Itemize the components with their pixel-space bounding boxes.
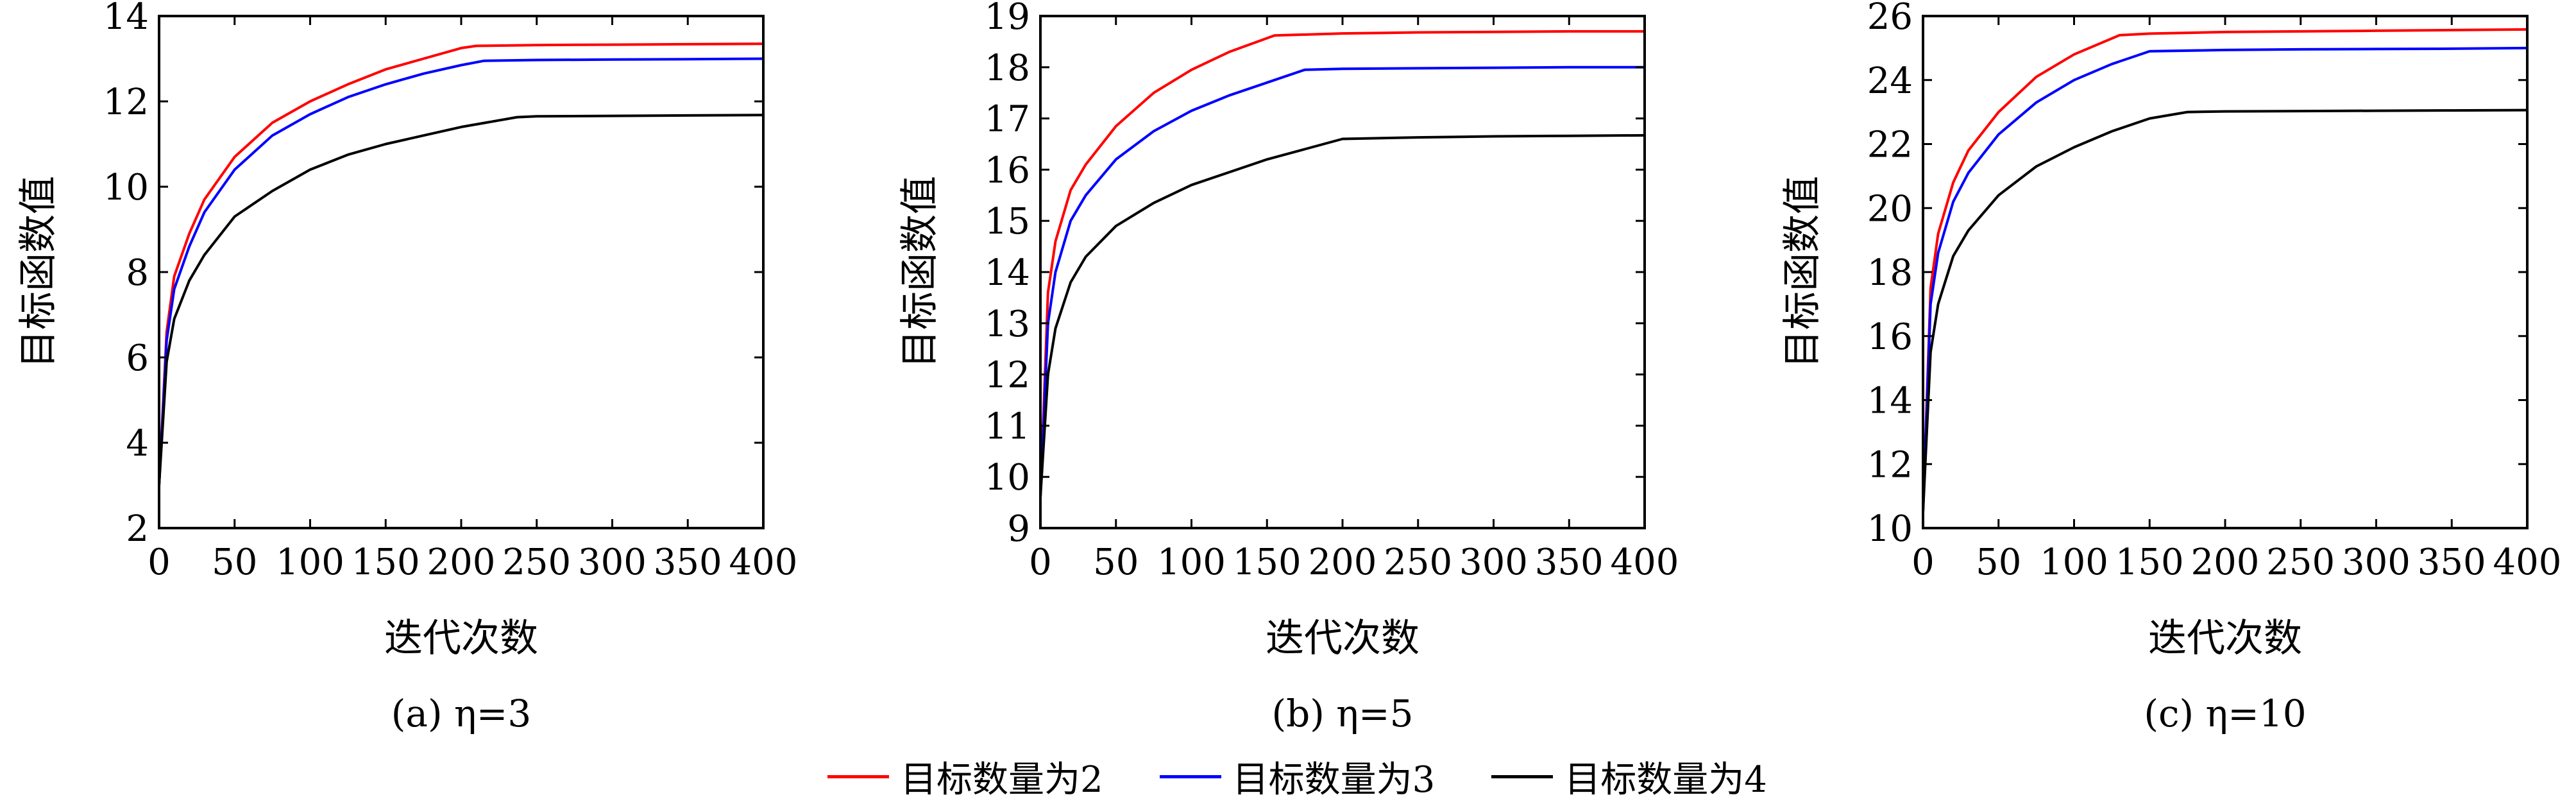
- plot-frame: [158, 15, 765, 529]
- x-tick-label: 50: [212, 542, 257, 583]
- y-tick-label: 10: [103, 167, 149, 209]
- x-tick-label: 100: [2040, 542, 2108, 583]
- x-tick-label: 0: [148, 542, 171, 583]
- series-line-3: [1039, 133, 1645, 498]
- series-line-1: [1039, 30, 1645, 498]
- legend-label: 目标数量为2: [901, 758, 1103, 801]
- x-tick-label: 200: [427, 542, 496, 583]
- y-tick-label: 10: [985, 457, 1030, 499]
- chart-panel-1: 0 50 100 150 200 250 300 350 400 2 4 6 8 10 12 14 迭代次数 目标…: [16, 0, 797, 735]
- x-tick-label: 250: [502, 542, 571, 583]
- x-axis-label: 迭代次数: [1266, 616, 1419, 661]
- legend-swatch-red: [827, 774, 889, 778]
- x-tick-label: 100: [276, 542, 344, 583]
- x-tick-label: 350: [1535, 542, 1604, 583]
- x-tick-label: 400: [2493, 542, 2562, 583]
- y-axis-label: 目标函数值: [897, 176, 942, 368]
- plot-frame: [1922, 15, 2529, 529]
- y-tick-label: 14: [1867, 381, 1913, 422]
- y-tick-label: 9: [1007, 508, 1030, 550]
- y-tick-label: 17: [985, 99, 1030, 141]
- x-axis-label: 迭代次数: [2148, 616, 2302, 661]
- x-tick-label: 150: [352, 542, 420, 583]
- x-tick-label: 100: [1157, 542, 1226, 583]
- y-tick-label: 16: [985, 150, 1030, 191]
- x-tick-label: 400: [1611, 542, 1679, 583]
- x-tick-label: 250: [1384, 542, 1452, 583]
- legend-label: 目标数量为4: [1564, 758, 1767, 801]
- x-tick-label: 300: [1459, 542, 1528, 583]
- y-tick-label: 18: [1867, 252, 1913, 294]
- y-tick-label: 18: [985, 47, 1030, 89]
- x-tick-label: 300: [578, 542, 647, 583]
- x-tick-label: 0: [1911, 542, 1935, 583]
- y-tick-label: 12: [985, 355, 1030, 397]
- chart-caption: (b) η=5: [1271, 692, 1413, 735]
- y-tick-label: 19: [985, 0, 1030, 38]
- x-tick-label: 0: [1029, 542, 1052, 583]
- series-line-1: [1922, 28, 2528, 513]
- legend-item-targets-3: 目标数量为3: [1159, 751, 1436, 803]
- plot-frame: [1039, 15, 1646, 529]
- x-axis-label: 迭代次数: [384, 616, 538, 661]
- x-tick-label: 150: [1233, 542, 1301, 583]
- chart-caption: (a) η=3: [391, 692, 532, 735]
- y-tick-label: 12: [1867, 444, 1913, 486]
- y-tick-label: 8: [126, 252, 149, 294]
- y-tick-label: 12: [103, 81, 149, 123]
- y-tick-label: 16: [1867, 316, 1913, 358]
- series-line-3: [1922, 108, 2528, 513]
- x-tick-label: 350: [654, 542, 722, 583]
- x-tick-label: 50: [1976, 542, 2021, 583]
- y-tick-label: 10: [1867, 508, 1913, 550]
- x-tick-label: 150: [2115, 542, 2184, 583]
- x-tick-label: 350: [2418, 542, 2486, 583]
- x-tick-label: 300: [2342, 542, 2411, 583]
- x-tick-label: 400: [729, 542, 798, 583]
- legend: 目标数量为2 目标数量为3 目标数量为4: [827, 751, 1767, 802]
- chart-caption: (c) η=10: [2144, 692, 2306, 735]
- x-tick-label: 200: [2191, 542, 2260, 583]
- y-tick-label: 26: [1867, 0, 1913, 38]
- legend-item-targets-2: 目标数量为2: [827, 751, 1103, 803]
- series-line-2: [1922, 46, 2528, 513]
- legend-swatch-blue: [1159, 774, 1221, 778]
- chart-panel-2: 0 50 100 150 200 250 300 350 400 9 10 11 12 13 14 15 16 1…: [897, 0, 1679, 735]
- series-line-2: [158, 57, 764, 486]
- series-line-1: [158, 42, 764, 486]
- legend-label: 目标数量为3: [1232, 758, 1436, 801]
- legend-swatch-black: [1491, 774, 1554, 778]
- y-tick-label: 11: [985, 406, 1030, 447]
- y-tick-label: 22: [1867, 124, 1913, 166]
- y-tick-label: 14: [985, 252, 1030, 294]
- y-tick-label: 14: [103, 0, 149, 38]
- y-tick-label: 4: [126, 423, 149, 465]
- y-tick-label: 2: [126, 508, 149, 550]
- y-tick-label: 20: [1867, 188, 1913, 230]
- y-axis-label: 目标函数值: [1780, 176, 1825, 368]
- series-line-2: [1039, 65, 1645, 498]
- series-line-3: [158, 114, 764, 486]
- y-tick-label: 15: [985, 201, 1030, 243]
- x-tick-label: 250: [2266, 542, 2335, 583]
- y-tick-label: 13: [985, 304, 1030, 345]
- x-tick-label: 200: [1309, 542, 1377, 583]
- y-tick-label: 6: [126, 338, 149, 379]
- chart-panel-3: 0 50 100 150 200 250 300 350 400 10 12 14 16 18 20 22 24…: [1780, 0, 2561, 735]
- legend-item-targets-4: 目标数量为4: [1491, 751, 1767, 803]
- y-tick-label: 24: [1867, 60, 1913, 102]
- x-tick-label: 50: [1093, 542, 1139, 583]
- y-axis-label: 目标函数值: [16, 176, 61, 368]
